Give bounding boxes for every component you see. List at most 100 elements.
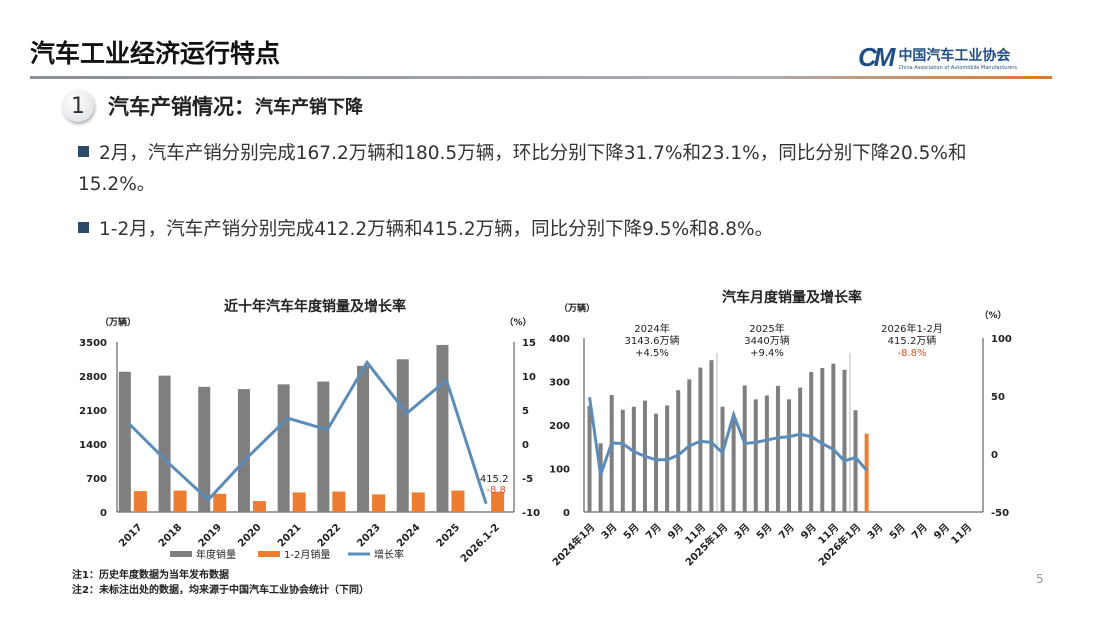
chart2-bar-month <box>753 399 758 512</box>
chart2-ytick: 200 <box>549 421 570 432</box>
chart2-annotation: +4.5% <box>635 348 669 359</box>
chart1-ytick: 2100 <box>79 406 107 417</box>
bullet-icon <box>78 146 89 157</box>
chart1-xtick: 2018 <box>157 522 184 549</box>
section-number: 1 <box>62 90 94 122</box>
chart2-annotation: 3143.6万辆 <box>625 334 680 347</box>
chart2-annotation: 2024年 <box>634 322 669 335</box>
chart2-bar-month <box>764 395 769 512</box>
chart2-xtick: 7月 <box>643 521 663 541</box>
chart1-legend-swatch <box>170 551 192 557</box>
chart2-annotation: 3440万辆 <box>744 334 789 347</box>
chart2-bar-month <box>631 406 636 512</box>
chart2-xtick: 5月 <box>887 521 907 541</box>
chart2-bar-month <box>831 363 836 512</box>
chart2-bar-month <box>820 368 825 512</box>
chart2-bar-month <box>731 419 736 512</box>
chart1-xtick: 2021 <box>276 522 303 549</box>
chart2-xtick: 3月 <box>865 521 885 541</box>
chart2-xtick: 3月 <box>599 521 619 541</box>
chart2-y2tick: -50 <box>991 508 1009 519</box>
chart2-xtick: 5月 <box>754 521 774 541</box>
chart1-y2tick: 10 <box>522 372 536 383</box>
chart2-xtick: 7月 <box>776 521 796 541</box>
chart1-bar-annual <box>357 365 370 512</box>
chart1-xtick: 2020 <box>236 522 263 549</box>
chart1-ytick: 3500 <box>79 338 107 349</box>
chart1-label-sales: 415.2 <box>480 474 509 485</box>
chart1-bar-annual <box>277 384 290 512</box>
chart1-ytick: 0 <box>100 508 107 519</box>
logo-cn: 中国汽车工业协会 <box>898 47 1011 64</box>
chart2-bar-month <box>709 360 714 512</box>
chart1-bar-jan-feb <box>173 490 187 512</box>
chart2-xtick: 5月 <box>621 521 641 541</box>
chart1-legend-label: 1-2月销量 <box>284 548 330 561</box>
chart2-annotation: +9.4% <box>750 348 784 359</box>
chart1-y2tick: -5 <box>522 474 533 485</box>
chart2-bar-month <box>609 394 614 512</box>
chart1-bar-jan-feb <box>292 492 306 512</box>
chart2-y2label: （%） <box>979 310 1006 321</box>
caam-logo: CM 中国汽车工业协会 China Association of Automob… <box>858 42 1017 73</box>
chart2-y2tick: 0 <box>991 450 998 461</box>
chart1-legend-label: 年度销量 <box>196 548 236 561</box>
chart1-bar-annual <box>396 359 409 512</box>
chart2-bar-month <box>654 413 659 512</box>
bullet-text: 1-2月，汽车产销分别完成412.2万辆和415.2万辆，同比分别下降9.5%和… <box>99 219 774 240</box>
bullet-icon <box>78 222 89 233</box>
bullet-text: 2月，汽车产销分别完成167.2万辆和180.5万辆，环比分别下降31.7%和2… <box>78 143 967 195</box>
chart2-xtick: 2024年1月 <box>549 521 597 569</box>
chart2-bar-month <box>587 405 592 512</box>
chart1-bar-jan-feb <box>411 492 425 512</box>
page-number: 5 <box>1036 572 1044 586</box>
chart1-y2tick: 5 <box>522 406 529 417</box>
chart2-title: 汽车月度销量及增长率 <box>722 289 862 306</box>
chart1-bar-annual <box>198 386 211 512</box>
chart2-bar-month <box>787 399 792 512</box>
chart2-bar-month <box>798 387 803 512</box>
chart1-y2tick: -10 <box>522 508 540 519</box>
chart2-annotation: 415.2万辆 <box>888 334 937 347</box>
section-main: 汽车产销情况： <box>108 95 255 119</box>
chart2-bar-month <box>742 385 747 512</box>
chart1-ylabel: （万辆） <box>100 316 136 328</box>
chart1-bar-annual <box>118 371 131 512</box>
chart1-bar-annual <box>158 375 171 512</box>
chart2-ylabel: （万辆） <box>559 302 595 314</box>
chart1-bar-jan-feb <box>372 494 386 512</box>
chart1-bar-annual <box>436 344 449 512</box>
logo-mark: CM <box>858 42 895 72</box>
chart1-bar-jan-feb <box>252 501 266 512</box>
chart1-xtick: 2019 <box>197 522 224 549</box>
chart2-bar-month <box>598 443 603 512</box>
bullet-2: 1-2月，汽车产销分别完成412.2万辆和415.2万辆，同比分别下降9.5%和… <box>78 214 1038 245</box>
chart2-xtick: 11月 <box>949 521 974 546</box>
chart1-bar-jan-feb <box>451 490 465 512</box>
chart2-xtick: 7月 <box>909 521 929 541</box>
chart2-y2tick: 100 <box>991 334 1012 345</box>
chart1-legend-swatch <box>258 551 280 557</box>
chart2-xtick: 3月 <box>732 521 752 541</box>
chart1-bar-annual <box>317 381 330 512</box>
logo-en: China Association of Automobile Manufact… <box>898 64 1018 71</box>
chart2-bar-month <box>676 390 681 512</box>
chart2-ytick: 400 <box>549 334 570 345</box>
note-2: 注2：未标注出处的数据，均来源于中国汽车工业协会统计（下同） <box>72 585 369 596</box>
chart1-label-growth: -8.8 <box>486 485 506 496</box>
chart2-bar-month <box>775 385 780 512</box>
chart1-title: 近十年汽车年度销量及增长率 <box>224 298 406 315</box>
chart2-bar-month <box>842 369 847 512</box>
section-heading: 1 汽车产销情况： 汽车产销下降 <box>62 90 363 122</box>
chart1-bar-jan-feb <box>133 491 147 512</box>
chart2-ytick: 100 <box>549 465 570 476</box>
chart1-growth-line <box>127 359 488 505</box>
chart2-annotation: 2025年 <box>749 322 784 335</box>
chart2-annotation: -8.8% <box>897 348 926 359</box>
chart2-y2tick: 50 <box>991 392 1005 403</box>
chart2-bar-month <box>864 433 869 512</box>
chart2-bar-month <box>720 406 725 512</box>
chart2-ytick: 0 <box>563 508 570 519</box>
chart1-xtick: 2025 <box>435 522 462 549</box>
